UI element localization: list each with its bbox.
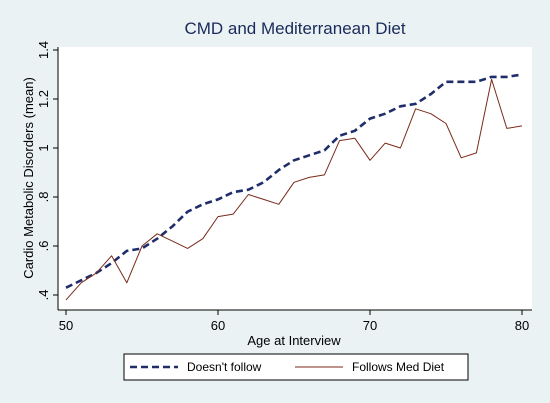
x-tick-label: 60 xyxy=(211,318,225,333)
plot-area xyxy=(58,47,532,310)
series-group xyxy=(65,73,523,301)
legend: Doesn't follow Follows Med Diet xyxy=(130,360,445,374)
series-line-follows-med-diet xyxy=(65,78,523,301)
x-tick-label: 70 xyxy=(363,318,377,333)
y-tick-label: 1 xyxy=(36,144,51,151)
y-tick-label: .4 xyxy=(36,290,51,301)
tick-group: 50 60 70 80 .4 .6 .8 1 1.2 1.4 xyxy=(36,41,529,333)
y-tick-label: 1.2 xyxy=(36,90,51,108)
y-tick-label: .6 xyxy=(36,241,51,252)
chart-title: CMD and Mediterranean Diet xyxy=(184,19,405,38)
series-line-doesnt-follow xyxy=(65,73,523,289)
legend-label: Doesn't follow xyxy=(187,360,262,374)
x-axis-label: Age at Interview xyxy=(247,333,341,348)
y-tick-label: .8 xyxy=(36,192,51,203)
y-tick-label: 1.4 xyxy=(36,41,51,59)
y-axis-label: Cardio Metabolic Disorders (mean) xyxy=(21,77,36,279)
x-tick-label: 80 xyxy=(515,318,529,333)
legend-label: Follows Med Diet xyxy=(352,360,445,374)
x-tick-label: 50 xyxy=(59,318,73,333)
